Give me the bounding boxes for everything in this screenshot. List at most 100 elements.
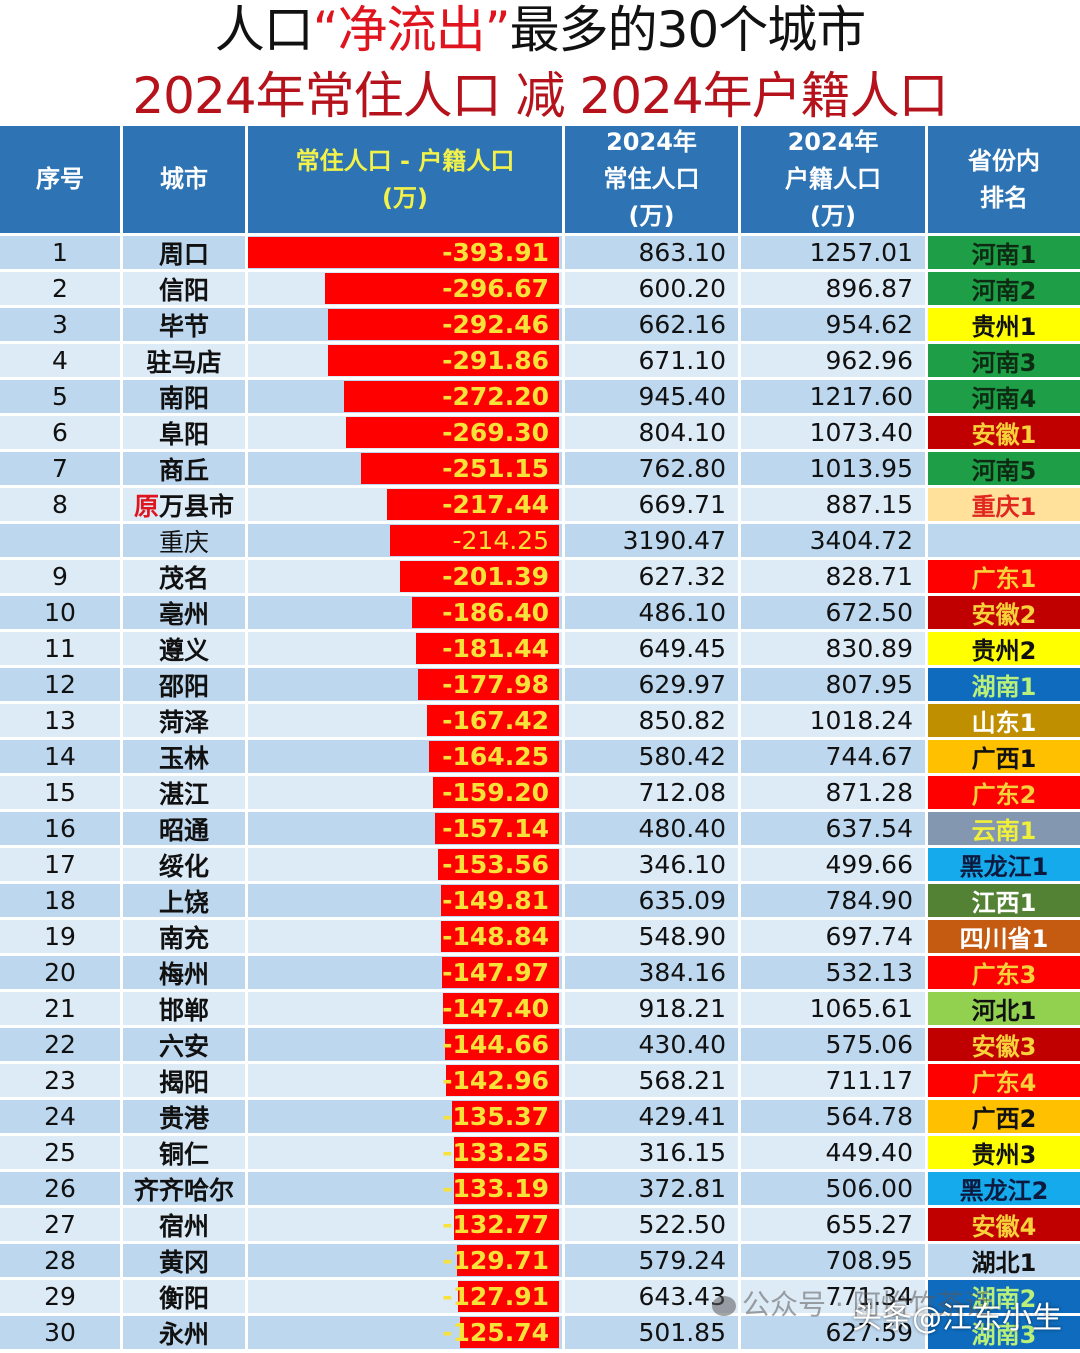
row-rank: 河南3 xyxy=(928,344,1080,377)
row-city: 原万县市 xyxy=(123,488,245,521)
diff-bar: -296.67 xyxy=(325,273,559,304)
row-city: 揭阳 xyxy=(123,1064,245,1097)
row-huji: 627.59 xyxy=(741,1316,925,1349)
row-city: 重庆 xyxy=(123,524,245,557)
diff-bar: -149.81 xyxy=(441,885,559,916)
row-diff: -135.37 xyxy=(248,1100,562,1133)
city-name: 邯郸 xyxy=(158,995,209,1025)
row-huji: 1018.24 xyxy=(741,704,925,737)
row-huji: 655.27 xyxy=(741,1208,925,1241)
row-resident: 568.21 xyxy=(565,1064,738,1097)
row-huji: 711.17 xyxy=(741,1064,925,1097)
diff-bar: -157.14 xyxy=(435,813,559,844)
row-diff: -251.15 xyxy=(248,452,562,485)
row-city: 商丘 xyxy=(123,452,245,485)
row-resident: 384.16 xyxy=(565,956,738,989)
row-huji: 3404.72 xyxy=(741,524,925,557)
header-diff-line1: 常住人口 - 户籍人口 xyxy=(295,146,515,175)
row-diff: -201.39 xyxy=(248,560,562,593)
row-index: 17 xyxy=(0,848,120,881)
table-row: 3 毕节 -292.46 662.16 954.62 贵州1 xyxy=(0,305,1080,341)
row-diff: -133.19 xyxy=(248,1172,562,1205)
row-rank: 四川省1 xyxy=(928,920,1080,953)
row-rank: 广东3 xyxy=(928,956,1080,989)
row-resident: 850.82 xyxy=(565,704,738,737)
row-index: 6 xyxy=(0,416,120,449)
table-row: 8 原万县市 -217.44 669.71 887.15 重庆1 xyxy=(0,485,1080,521)
city-name: 梅州 xyxy=(158,959,209,989)
row-diff: -292.46 xyxy=(248,308,562,341)
row-diff: -214.25 xyxy=(248,524,562,557)
row-diff: -125.74 xyxy=(248,1316,562,1349)
header-city: 城市 xyxy=(123,126,245,233)
row-index: 8 xyxy=(0,488,120,521)
table-row: 28 黄冈 -129.71 579.24 708.95 湖北1 xyxy=(0,1241,1080,1277)
diff-bar: -201.39 xyxy=(400,561,559,592)
row-resident: 863.10 xyxy=(565,236,738,269)
row-city: 上饶 xyxy=(123,884,245,917)
row-diff: -144.66 xyxy=(248,1028,562,1061)
diff-bar: -214.25 xyxy=(390,525,559,556)
row-diff: -186.40 xyxy=(248,596,562,629)
page-title: 人口“净流出”最多的30个城市 xyxy=(0,0,1080,60)
city-name: 菏泽 xyxy=(158,707,209,737)
table-row: 17 绥化 -153.56 346.10 499.66 黑龙江1 xyxy=(0,845,1080,881)
row-index: 4 xyxy=(0,344,120,377)
diff-bar: -144.66 xyxy=(442,1029,559,1060)
table-row: 10 亳州 -186.40 486.10 672.50 安徽2 xyxy=(0,593,1080,629)
row-resident: 629.97 xyxy=(565,668,738,701)
row-resident: 635.09 xyxy=(565,884,738,917)
row-resident: 548.90 xyxy=(565,920,738,953)
row-diff: -269.30 xyxy=(248,416,562,449)
row-rank: 湖北1 xyxy=(928,1244,1080,1277)
row-huji: 1257.01 xyxy=(741,236,925,269)
city-name: 黄冈 xyxy=(158,1247,209,1277)
row-rank: 重庆1 xyxy=(928,488,1080,521)
row-index: 25 xyxy=(0,1136,120,1169)
diff-bar: -127.91 xyxy=(442,1281,559,1312)
row-resident: 501.85 xyxy=(565,1316,738,1349)
diff-bar: -393.91 xyxy=(248,237,559,268)
city-name: 驻马店 xyxy=(146,347,222,377)
row-rank: 贵州2 xyxy=(928,632,1080,665)
table-row: 7 商丘 -251.15 762.80 1013.95 河南5 xyxy=(0,449,1080,485)
city-name: 铜仁 xyxy=(158,1139,209,1169)
row-rank: 安徽4 xyxy=(928,1208,1080,1241)
row-resident: 671.10 xyxy=(565,344,738,377)
row-diff: -132.77 xyxy=(248,1208,562,1241)
table-row: 1 周口 -393.91 863.10 1257.01 河南1 xyxy=(0,233,1080,269)
diff-bar: -153.56 xyxy=(438,849,559,880)
row-index: 5 xyxy=(0,380,120,413)
row-index: 16 xyxy=(0,812,120,845)
header-diff-line2: (万) xyxy=(382,183,428,212)
table-row: 9 茂名 -201.39 627.32 828.71 广东1 xyxy=(0,557,1080,593)
row-city: 信阳 xyxy=(123,272,245,305)
row-city: 宿州 xyxy=(123,1208,245,1241)
city-name: 茂名 xyxy=(158,563,209,593)
row-city: 菏泽 xyxy=(123,704,245,737)
diff-bar: -251.15 xyxy=(361,453,559,484)
table-row: 4 驻马店 -291.86 671.10 962.96 河南3 xyxy=(0,341,1080,377)
table-row: 21 邯郸 -147.40 918.21 1065.61 河北1 xyxy=(0,989,1080,1025)
header-huji-line1: 2024年 xyxy=(787,128,879,156)
row-index: 12 xyxy=(0,668,120,701)
row-huji: 672.50 xyxy=(741,596,925,629)
row-rank: 河北1 xyxy=(928,992,1080,1025)
header-res-line1: 2024年 xyxy=(606,128,697,156)
row-huji: 708.95 xyxy=(741,1244,925,1277)
table-row: 6 阜阳 -269.30 804.10 1073.40 安徽1 xyxy=(0,413,1080,449)
row-diff: -147.97 xyxy=(248,956,562,989)
city-name: 永州 xyxy=(158,1319,209,1349)
diff-bar: -148.84 xyxy=(441,921,559,952)
city-name: 毕节 xyxy=(158,311,209,341)
row-huji: 506.00 xyxy=(741,1172,925,1205)
city-name: 齐齐哈尔 xyxy=(133,1175,234,1205)
row-huji: 449.40 xyxy=(741,1136,925,1169)
diff-bar: -186.40 xyxy=(412,597,559,628)
row-resident: 3190.47 xyxy=(565,524,738,557)
city-name: 衡阳 xyxy=(158,1283,209,1313)
row-resident: 372.81 xyxy=(565,1172,738,1205)
page-subtitle: 2024年常住人口 减 2024年户籍人口 xyxy=(132,67,948,125)
table-row: 27 宿州 -132.77 522.50 655.27 安徽4 xyxy=(0,1205,1080,1241)
diff-bar: -159.20 xyxy=(433,777,559,808)
